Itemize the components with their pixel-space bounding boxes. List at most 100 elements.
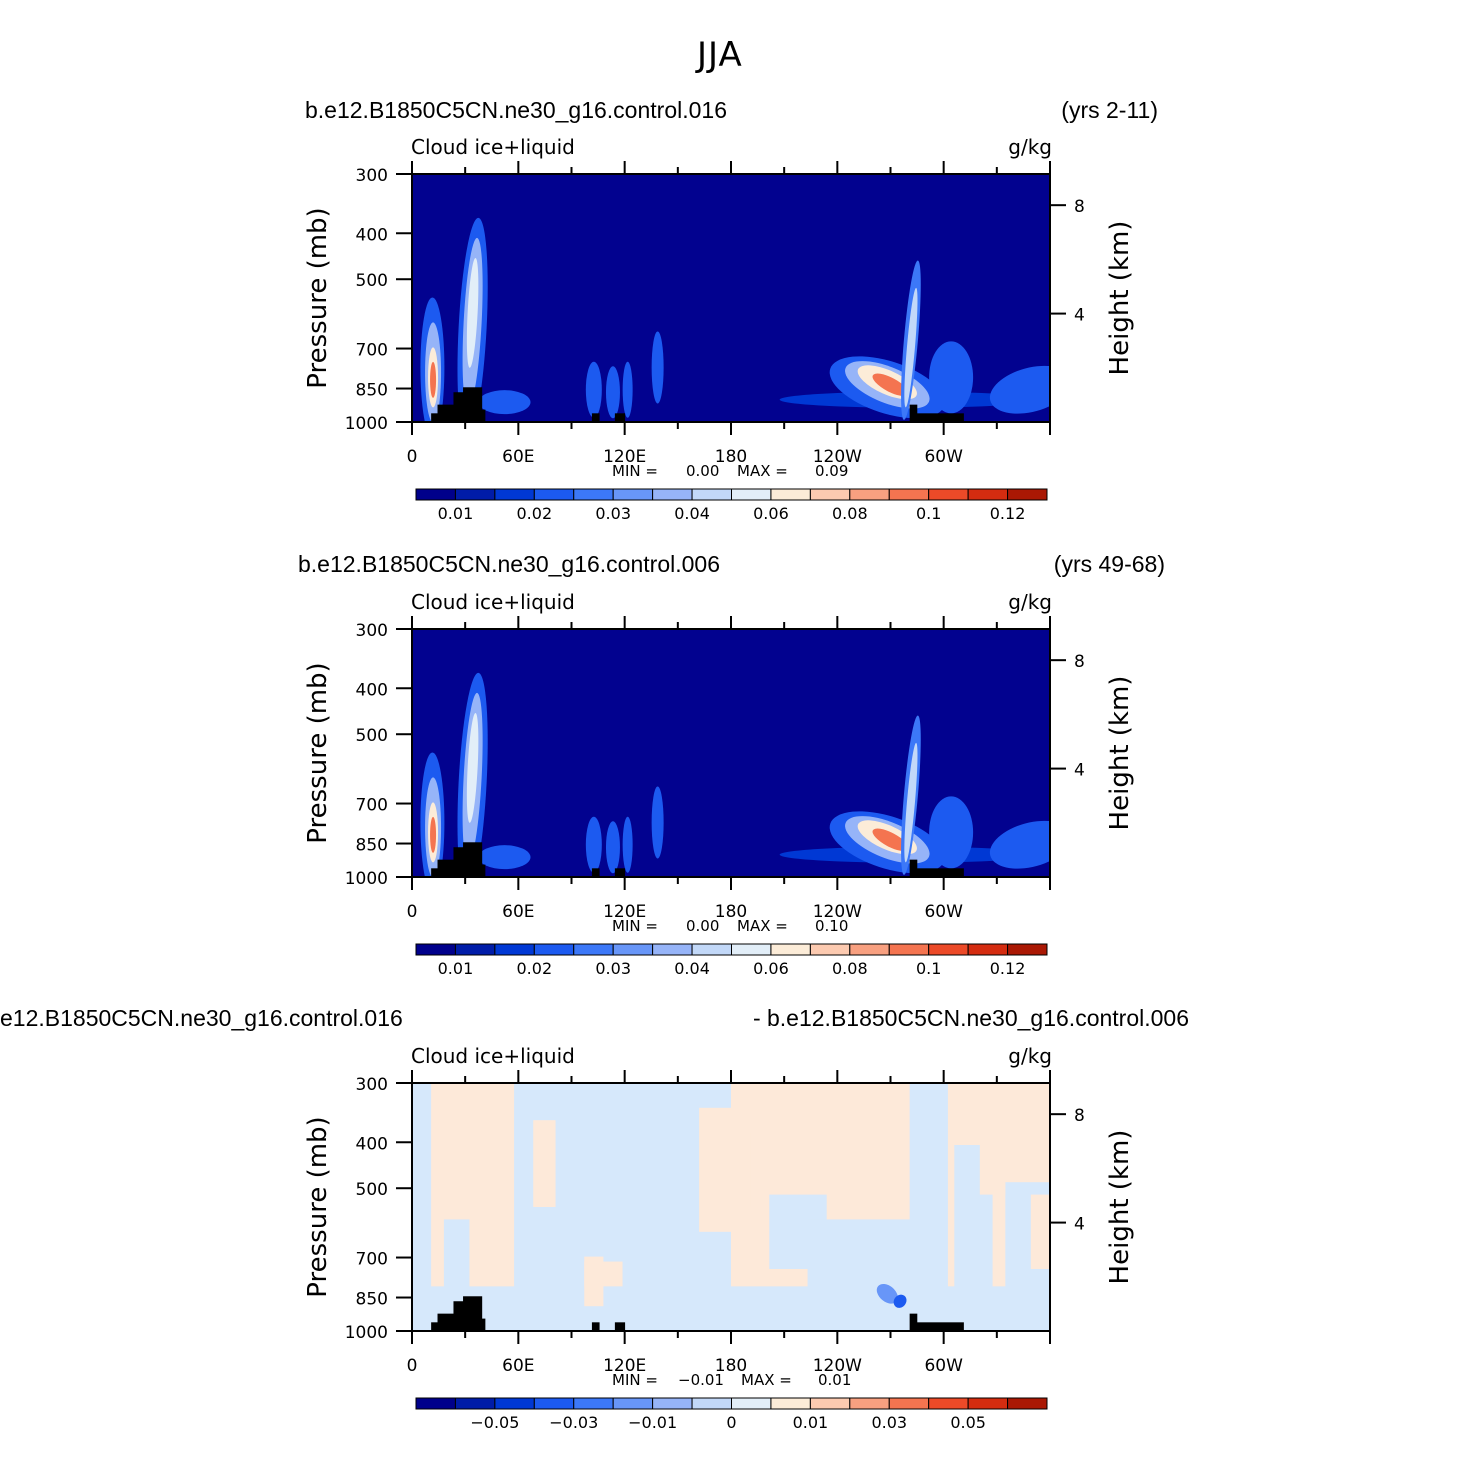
colorbar-box (967, 943, 1009, 956)
units-label: g/kg (1008, 135, 1052, 159)
contour-feature (929, 341, 974, 414)
land-mask (463, 842, 483, 877)
colorbar-label: −0.03 (549, 1413, 598, 1432)
y-axis-title: Pressure (mb) (303, 662, 333, 843)
contour-feature (731, 1132, 751, 1207)
colorbar-box (454, 943, 496, 956)
max-label: MAX = (737, 917, 788, 935)
colorbar-box (888, 943, 930, 956)
contour-feature (466, 257, 479, 368)
y-axis-right-title: Height (km) (1105, 1130, 1135, 1285)
contour-feature (605, 821, 620, 874)
colorbar-box (770, 943, 811, 956)
contour-feature (466, 712, 479, 823)
x-tick-label: 60E (502, 447, 534, 467)
y-right-tick-label: 4 (1074, 1215, 1085, 1235)
land-mask (591, 1322, 600, 1331)
y-right-tick-label: 8 (1074, 1106, 1085, 1126)
colorbar-box (849, 943, 890, 956)
colorbar-box (731, 488, 772, 501)
contour-feature (412, 1083, 432, 1331)
colorbar-label: 0.01 (438, 959, 474, 978)
x-tick-label: 0 (407, 1356, 418, 1376)
colorbar-label: 0.12 (990, 959, 1026, 978)
colorbar-label: 0.08 (832, 504, 868, 523)
colorbar-box (652, 943, 693, 956)
land-mask (614, 1322, 626, 1331)
colorbar-box (454, 1397, 496, 1410)
colorbar-label: 0.01 (793, 1413, 829, 1432)
contour-field (412, 629, 1050, 877)
y-right-tick-label: 8 (1074, 652, 1085, 672)
colorbar-label: 0.1 (916, 504, 941, 523)
contour-feature (622, 361, 633, 418)
colorbar-box (809, 488, 851, 501)
colorbar-box (967, 488, 1009, 501)
variable-label: Cloud ice+liquid (411, 1044, 575, 1068)
colorbar-label: 0.08 (832, 959, 868, 978)
min-label: MIN = (612, 462, 658, 480)
colorbar-label: 0.05 (950, 1413, 986, 1432)
land-mask (478, 1318, 486, 1331)
x-tick-label: 120W (813, 902, 862, 922)
colorbar-box (691, 1397, 732, 1410)
contour-feature (893, 1294, 907, 1308)
colorbar-box (533, 943, 575, 956)
colorbar-box (1007, 943, 1048, 956)
contour-feature (904, 742, 918, 863)
colorbar-box (612, 1397, 654, 1410)
y-right-tick-label: 4 (1074, 761, 1085, 781)
y-tick-label: 300 (356, 621, 388, 641)
max-value: 0.01 (818, 1371, 851, 1389)
x-tick-label: 60E (502, 1356, 534, 1376)
colorbar-box (652, 1397, 693, 1410)
case-years: (yrs 2-11) (1061, 97, 1158, 123)
contour-feature (533, 1120, 556, 1207)
contour-field (412, 1083, 1050, 1331)
contour-feature (478, 390, 531, 415)
colorbar-box (612, 488, 654, 501)
y-axis-title: Pressure (mb) (303, 207, 333, 388)
y-tick-label: 850 (356, 381, 388, 401)
colorbar-box (533, 488, 575, 501)
x-tick-label: 60W (924, 447, 963, 467)
colorbar-box (1007, 1397, 1048, 1410)
x-tick-label: 180 (715, 902, 747, 922)
land-mask (463, 1296, 483, 1331)
y-tick-label: 1000 (345, 414, 388, 434)
y-tick-label: 500 (356, 1180, 388, 1200)
colorbar-label: −0.01 (628, 1413, 677, 1432)
contour-feature (1030, 1194, 1050, 1269)
panel-1: b.e12.B1850C5CN.ne30_g16.control.016 (yrs… (303, 97, 1158, 523)
units-label: g/kg (1008, 590, 1052, 614)
case-years: - b.e12.B1850C5CN.ne30_g16.control.006 (753, 1005, 1189, 1031)
variable-label: Cloud ice+liquid (411, 135, 575, 159)
y-tick-label: 500 (356, 271, 388, 291)
colorbar-box (928, 943, 969, 956)
colorbar-box (770, 488, 811, 501)
y-axis-right-title: Height (km) (1105, 221, 1135, 376)
contour-feature (584, 1256, 604, 1307)
contour-feature (904, 287, 918, 408)
colorbar-box (888, 1397, 930, 1410)
colorbar-box (1007, 488, 1048, 501)
min-value: 0.00 (686, 917, 719, 935)
contour-feature (430, 361, 437, 398)
x-tick-label: 180 (715, 447, 747, 467)
contour-feature (876, 1283, 898, 1304)
x-tick-label: 120W (813, 447, 862, 467)
contour-feature (651, 331, 664, 404)
max-label: MAX = (741, 1371, 792, 1389)
colorbar: 0.01 0.02 0.03 0.04 0.06 0.08 0.1 0.12 (415, 943, 1048, 978)
panel-3: e12.B1850C5CN.ne30_g16.control.016 - b.e1… (0, 1005, 1189, 1432)
colorbar-box (809, 1397, 851, 1410)
figure-title: JJA (697, 35, 743, 75)
y-tick-label: 400 (356, 225, 388, 245)
contour-feature (929, 796, 974, 869)
contour-feature (478, 845, 531, 870)
colorbar: −0.05 −0.03 −0.01 0 0.01 0.03 0.05 (415, 1397, 1048, 1432)
y-axis-title: Pressure (mb) (303, 1116, 333, 1297)
land-mask (591, 868, 600, 877)
case-title: b.e12.B1850C5CN.ne30_g16.control.016 (305, 97, 727, 123)
colorbar-box (573, 1397, 614, 1410)
